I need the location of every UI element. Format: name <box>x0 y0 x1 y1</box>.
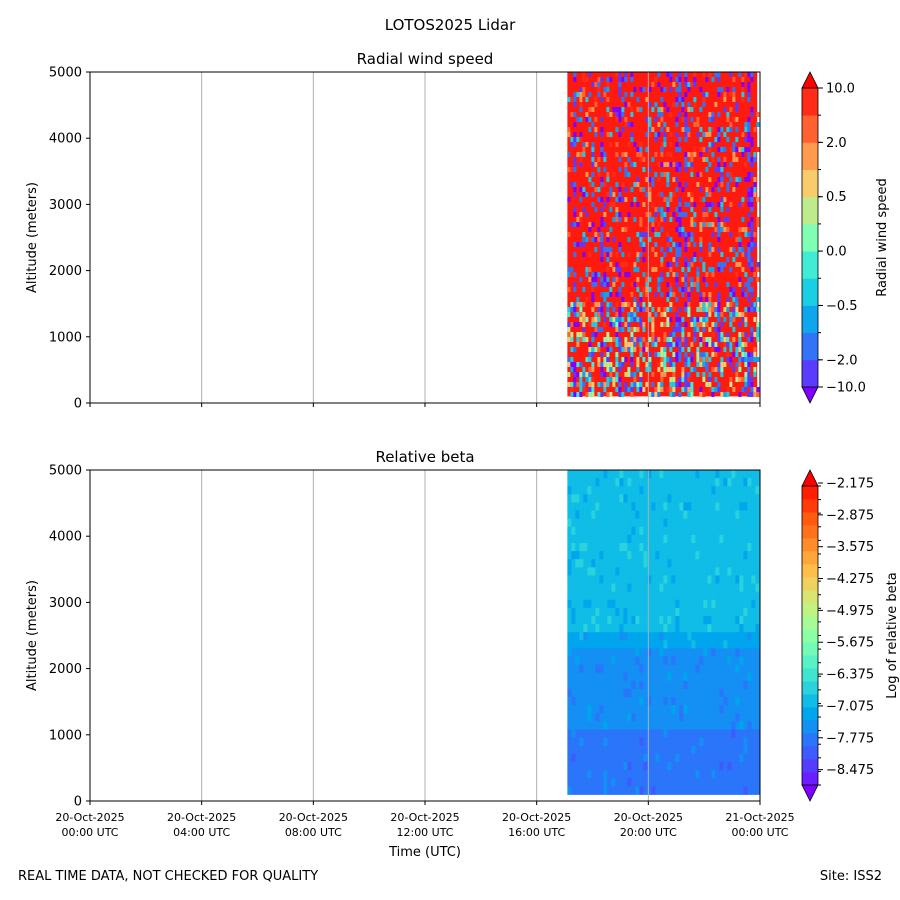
panel-title: Relative beta <box>375 448 474 466</box>
colorbar-extend-min <box>801 784 819 802</box>
heatmap-cells <box>567 72 760 397</box>
colorbar-segment <box>802 642 818 656</box>
colorbar-segment <box>802 577 818 591</box>
x-tick-label: 00:00 UTC <box>731 826 788 839</box>
y-tick-label: 0 <box>74 795 82 810</box>
colorbar-extend-min <box>801 386 819 404</box>
x-tick-label: 20-Oct-2025 <box>55 811 124 824</box>
colorbar-segment <box>802 590 818 604</box>
colorbar-label: Radial wind speed <box>875 178 890 296</box>
colorbar-segment <box>802 499 818 513</box>
colorbar-tick-label: 0.0 <box>826 245 847 260</box>
colorbar-tick-label: −4.975 <box>826 604 874 619</box>
colorbar-segment <box>802 772 818 786</box>
colorbar-segment <box>802 223 818 252</box>
colorbar-tick-label: 0.5 <box>826 190 847 205</box>
colorbar-segment <box>802 142 818 170</box>
x-tick-label: 04:00 UTC <box>173 826 230 839</box>
colorbar-tick-label: −8.475 <box>826 763 874 778</box>
relative-beta-panel: Relative beta 0 1000 2000 3000 4000 5000 Altitu… <box>25 448 900 860</box>
colorbar-segment <box>802 681 818 695</box>
heatmap-cells <box>567 470 760 795</box>
colorbar-tick-label: 10.0 <box>826 82 855 97</box>
colorbar-tick-label: −7.075 <box>826 699 874 714</box>
x-tick-label: 20-Oct-2025 <box>279 811 348 824</box>
colorbar-segment <box>802 88 818 116</box>
colorbar-segment <box>802 538 818 552</box>
colorbar-segment <box>802 512 818 526</box>
colorbar-frame <box>801 87 819 388</box>
x-tick-label: 21-Oct-2025 <box>725 811 794 824</box>
colorbar-segment <box>802 564 818 578</box>
y-axis-label: Altitude (meters) <box>25 182 40 293</box>
colorbar-label: Log of relative beta <box>885 572 900 699</box>
y-tick-label: 3000 <box>49 198 82 213</box>
colorbar-segment <box>802 746 818 760</box>
x-tick-label: 20-Oct-2025 <box>390 811 459 824</box>
colorbar-segment <box>802 115 818 143</box>
colorbar-segment <box>802 655 818 669</box>
colorbar-segment <box>802 332 818 361</box>
site-label: Site: ISS2 <box>819 869 882 884</box>
y-tick-label: 1000 <box>49 330 82 345</box>
colorbar-segment <box>802 668 818 682</box>
colorbar-segment <box>802 603 818 617</box>
quality-disclaimer: REAL TIME DATA, NOT CHECKED FOR QUALITY <box>18 869 319 884</box>
x-axis-label: Time (UTC) <box>388 845 461 860</box>
colorbar-segment <box>802 305 818 334</box>
y-tick-label: 3000 <box>49 596 82 611</box>
x-tick-label: 08:00 UTC <box>285 826 342 839</box>
colorbar-segment <box>802 251 818 279</box>
x-tick-label: 00:00 UTC <box>61 826 118 839</box>
x-tick-label: 20-Oct-2025 <box>167 811 236 824</box>
colorbar-segment <box>802 486 818 500</box>
colorbar-segment <box>802 759 818 773</box>
colorbar-segment <box>802 629 818 643</box>
colorbar-tick-label: −10.0 <box>826 381 866 396</box>
colorbar-segment <box>802 616 818 630</box>
colorbar-tick-label: −4.275 <box>826 572 874 587</box>
colorbar-segment <box>802 707 818 721</box>
y-tick-label: 5000 <box>49 66 82 81</box>
colorbar-tick-label: −0.5 <box>826 299 858 314</box>
y-tick-label: 4000 <box>49 132 82 147</box>
colorbar-segment <box>802 196 818 225</box>
colorbar: 10.0 2.0 0.5 0.0 −0.5 −2.0 −10.0 Radial wind sp… <box>801 71 890 404</box>
y-tick-label: 5000 <box>49 464 82 479</box>
colorbar-tick-label: −3.575 <box>826 540 874 555</box>
colorbar-segment <box>802 525 818 539</box>
colorbar-segment <box>802 169 818 198</box>
colorbar-extend-max <box>801 469 819 487</box>
y-tick-label: 4000 <box>49 530 82 545</box>
y-tick-label: 1000 <box>49 728 82 743</box>
figure-suptitle: LOTOS2025 Lidar <box>385 16 516 34</box>
colorbar-segment <box>802 694 818 708</box>
x-tick-label: 20-Oct-2025 <box>502 811 571 824</box>
colorbar-tick-label: 2.0 <box>826 136 847 151</box>
colorbar-tick-label: −2.875 <box>826 508 874 523</box>
radial-wind-panel: Radial wind speed 0 1000 2000 3000 4000 5000 Al… <box>25 50 890 412</box>
colorbar-segment <box>802 733 818 747</box>
x-tick-label: 20-Oct-2025 <box>614 811 683 824</box>
colorbar-segment <box>802 278 818 306</box>
colorbar-tick-label: −5.675 <box>826 636 874 651</box>
x-tick-label: 20:00 UTC <box>620 826 677 839</box>
y-axis-label: Altitude (meters) <box>25 580 40 691</box>
colorbar-extend-max <box>801 71 819 89</box>
y-tick-label: 2000 <box>49 264 82 279</box>
y-tick-label: 0 <box>74 397 82 412</box>
colorbar-tick-label: −7.775 <box>826 731 874 746</box>
colorbar-tick-label: −2.0 <box>826 353 858 368</box>
y-tick-label: 2000 <box>49 662 82 677</box>
colorbar-tick-label: −6.375 <box>826 668 874 683</box>
colorbar-segment <box>802 359 818 388</box>
x-tick-label: 16:00 UTC <box>508 826 565 839</box>
colorbar-segment <box>802 551 818 565</box>
x-tick-label: 12:00 UTC <box>396 826 453 839</box>
colorbar-segment <box>802 720 818 734</box>
colorbar: −2.175 −2.875 −3.575 −4.275 −4.975 −5.675 −6.3… <box>801 469 900 802</box>
colorbar-tick-label: −2.175 <box>826 477 874 492</box>
panel-title: Radial wind speed <box>357 50 494 68</box>
